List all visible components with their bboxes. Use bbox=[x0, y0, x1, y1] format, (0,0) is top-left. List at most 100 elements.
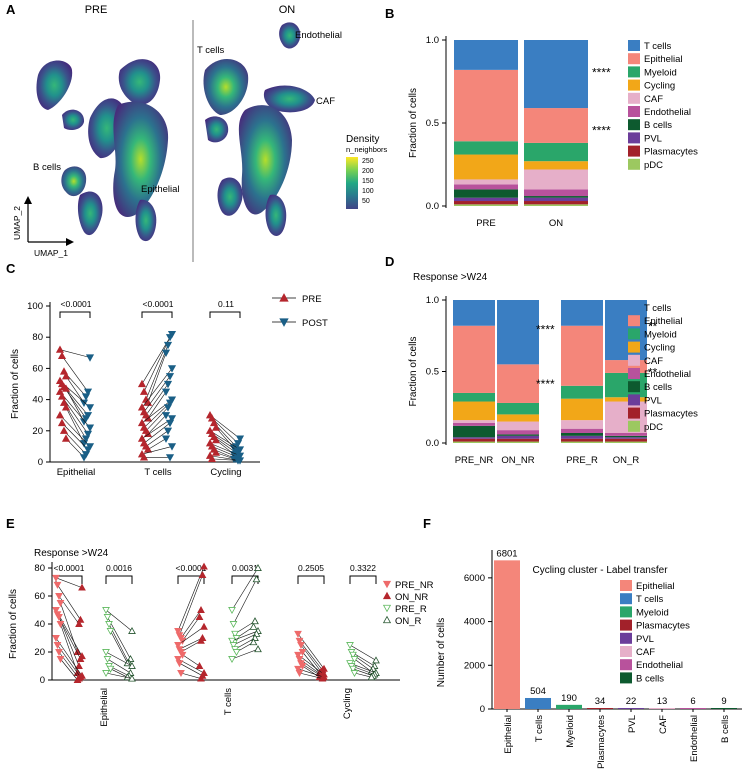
point-post-epithelial bbox=[79, 454, 89, 462]
legend-swatch-plasmacytes bbox=[620, 619, 632, 631]
pair-line bbox=[302, 651, 320, 674]
legend-swatch-pvl bbox=[620, 632, 632, 644]
point-on-r bbox=[128, 661, 136, 669]
legend-swatch-plasmacytes bbox=[628, 407, 640, 419]
bar-b-cells bbox=[711, 708, 737, 709]
point-pre-nr bbox=[53, 642, 62, 650]
pair-line-epithelial bbox=[61, 355, 89, 392]
legend-swatch-caf bbox=[620, 646, 632, 657]
y-axis-label: Fraction of cells bbox=[408, 336, 419, 406]
pair-line bbox=[180, 640, 202, 653]
umap-title-pre: PRE bbox=[85, 4, 108, 16]
legend-entry-pvl: PVL bbox=[636, 634, 654, 645]
bar-on-r-pvl bbox=[605, 437, 647, 439]
legend-marker-on-r bbox=[382, 615, 392, 624]
point-on-nr bbox=[200, 622, 208, 630]
bar-on-r-myeloid bbox=[605, 372, 647, 398]
legend-swatch-t-cells bbox=[620, 593, 632, 605]
legend-entry-pdc: pDC bbox=[644, 422, 663, 433]
point-pre-r bbox=[350, 656, 359, 664]
point-pre-r bbox=[105, 621, 113, 629]
pair-line-epithelial bbox=[63, 430, 87, 455]
point-on-nr bbox=[197, 674, 205, 682]
bar-on-r-cycling bbox=[605, 397, 647, 402]
pair-line bbox=[299, 640, 323, 671]
pvalue-bracket-cycling bbox=[209, 311, 241, 318]
y-tick-label-4000: 4000 bbox=[464, 617, 485, 628]
pair-line-t-cells bbox=[141, 333, 173, 385]
legend-entry-t-cells: T cells bbox=[644, 303, 672, 314]
panel-label-a: A bbox=[6, 2, 16, 17]
point-pre-epithelial bbox=[57, 351, 67, 360]
legend-swatch-caf bbox=[628, 354, 640, 366]
pvalue-label-t-cells: <0.0001 bbox=[143, 299, 174, 309]
legend-swatch-plasmacytes bbox=[628, 145, 640, 157]
density-colorbar bbox=[346, 157, 358, 209]
y-tick-label-0: 0 bbox=[38, 457, 43, 468]
legend-entry-cycling: Cycling bbox=[644, 343, 675, 354]
x-tick-label-pvl: PVL bbox=[627, 715, 638, 733]
point-post-epithelial bbox=[83, 388, 93, 397]
pair-line bbox=[180, 609, 202, 639]
bar-on-nr-epithelial bbox=[497, 364, 539, 403]
legend-swatch-myeloid bbox=[620, 606, 632, 618]
value-label-t-cells: 504 bbox=[530, 686, 546, 697]
pair-line-t-cells bbox=[145, 430, 169, 447]
x-tick-label-on-r: ON_R bbox=[613, 455, 640, 466]
x-tick-label-caf: CAF bbox=[658, 715, 669, 734]
bar-pre-endothelial bbox=[454, 184, 518, 190]
y-tick-label-2: 1.0 bbox=[426, 35, 439, 46]
point-on-nr bbox=[195, 661, 204, 669]
x-tick-label-cycling: Cycling bbox=[210, 467, 241, 478]
pair-line bbox=[58, 616, 80, 667]
pair-line bbox=[58, 651, 80, 679]
bar-pre-epithelial bbox=[454, 69, 518, 142]
umap-label-caf: CAF bbox=[316, 96, 335, 107]
pair-line bbox=[299, 672, 323, 679]
pair-line-t-cells bbox=[145, 407, 169, 432]
bar-on-endothelial bbox=[524, 189, 588, 197]
pvalue-bracket-cycling-0 bbox=[297, 575, 325, 584]
pair-line bbox=[179, 662, 203, 677]
bar-on-r-endothelial bbox=[605, 432, 647, 436]
point-pre-t-cells bbox=[139, 453, 149, 461]
pair-line bbox=[60, 658, 78, 681]
legend-swatch-t-cells bbox=[628, 40, 640, 51]
pair-line-epithelial bbox=[65, 388, 85, 422]
pvalue-bracket-t-cells bbox=[141, 311, 173, 318]
point-pre-nr bbox=[55, 614, 63, 622]
bar-on-nr-b-cells bbox=[497, 434, 539, 436]
legend-entry-caf: CAF bbox=[644, 356, 663, 367]
y-tick-label-6000: 6000 bbox=[464, 573, 485, 584]
bar-on-plasmacytes bbox=[524, 201, 588, 205]
point-pre-nr bbox=[294, 651, 302, 659]
point-post-t-cells bbox=[165, 454, 175, 462]
legend-swatch-t-cells bbox=[628, 302, 640, 313]
bar-pre-r-pvl bbox=[561, 435, 603, 439]
x-tick-label-epithelial: Epithelial bbox=[57, 467, 96, 478]
bar-on-nr-pdc bbox=[497, 441, 539, 443]
bar-epithelial bbox=[494, 560, 520, 709]
umap-panel: PRE ON T cells Endothelial CAF B cells bbox=[12, 4, 388, 262]
pvalue-bracket-epithelial-1 bbox=[105, 575, 133, 584]
bar-pre-nr-myeloid bbox=[453, 392, 495, 402]
point-pre-epithelial bbox=[61, 403, 71, 411]
bar-pre-plasmacytes bbox=[454, 201, 518, 205]
y-axis-label: Fraction of cells bbox=[8, 589, 19, 659]
point-on-r bbox=[128, 674, 136, 682]
legend-entry-epithelial: Epithelial bbox=[644, 54, 683, 65]
bar-on-r-plasmacytes bbox=[605, 438, 647, 442]
chart-title: Cycling cluster - Label transfer bbox=[532, 565, 668, 576]
point-pre-r bbox=[349, 665, 357, 673]
legend-entry-on-nr: ON_NR bbox=[395, 592, 428, 603]
point-post-t-cells bbox=[161, 435, 171, 443]
legend-swatch-b-cells bbox=[628, 119, 640, 131]
y-tick-label-40: 40 bbox=[32, 395, 43, 406]
y-axis-label: Fraction of cells bbox=[10, 349, 21, 419]
y-tick-label-2: 1.0 bbox=[426, 295, 439, 306]
pair-line bbox=[177, 626, 205, 646]
legend-entry-b-cells: B cells bbox=[644, 120, 672, 131]
point-on-nr bbox=[318, 674, 327, 682]
point-pre-r bbox=[228, 656, 236, 664]
